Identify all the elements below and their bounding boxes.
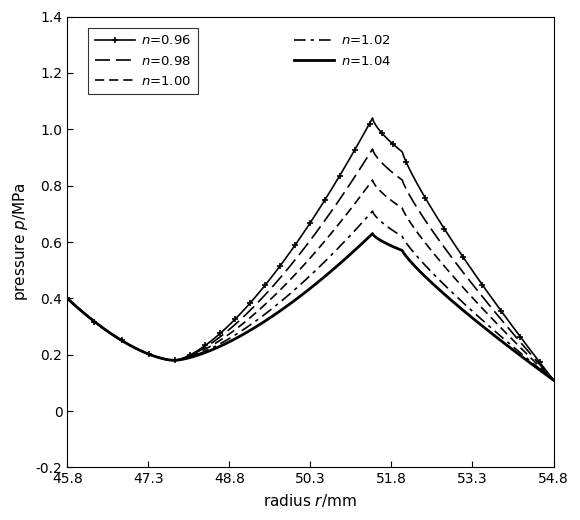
X-axis label: radius $r$/mm: radius $r$/mm [263,492,357,509]
Legend: $n$=1.02, $n$=1.04: $n$=1.02, $n$=1.04 [288,28,397,74]
Y-axis label: pressure $p$/MPa: pressure $p$/MPa [11,183,30,301]
